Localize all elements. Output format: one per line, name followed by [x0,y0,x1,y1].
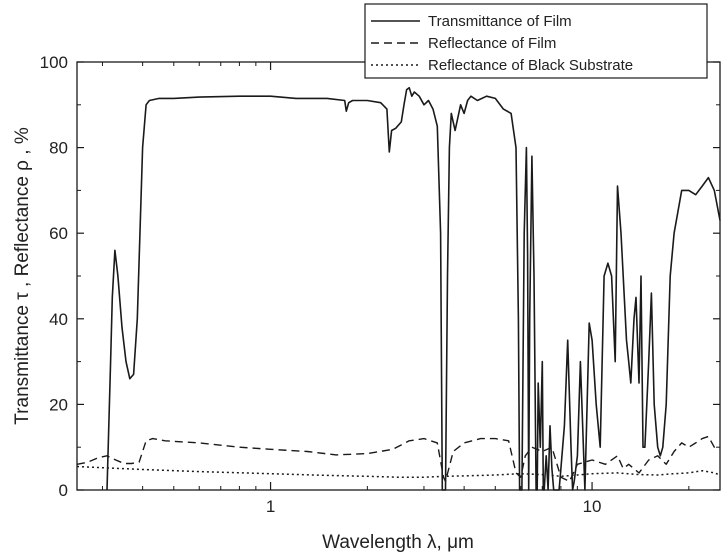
y-tick-label: 100 [40,53,68,72]
x-tick-label: 10 [583,497,602,516]
series-group [76,86,721,491]
legend-label: Transmittance of Film [428,13,572,30]
series-line-solid [106,86,721,491]
x-axis-label: Wavelength λ, μm [322,532,474,553]
axis-ticks: 0 20 40 60 80 100 1 10 [40,53,720,516]
legend-label: Reflectance of Black Substrate [428,57,633,74]
legend: Transmittance of Film Reflectance of Film… [364,3,708,79]
y-axis-label: Transmittance τ , Reflectance ρ , % [12,127,33,425]
y-tick-label: 20 [49,395,68,414]
series-line-dotted [76,465,721,478]
x-tick-label: 1 [266,497,275,516]
y-tick-label: 40 [49,310,68,329]
legend-label: Reflectance of Film [428,35,556,52]
y-tick-label: 0 [59,481,68,500]
y-tick-label: 60 [49,224,68,243]
y-tick-label: 80 [49,139,68,158]
series-line-dashed [76,435,721,483]
legend-box [364,3,708,79]
